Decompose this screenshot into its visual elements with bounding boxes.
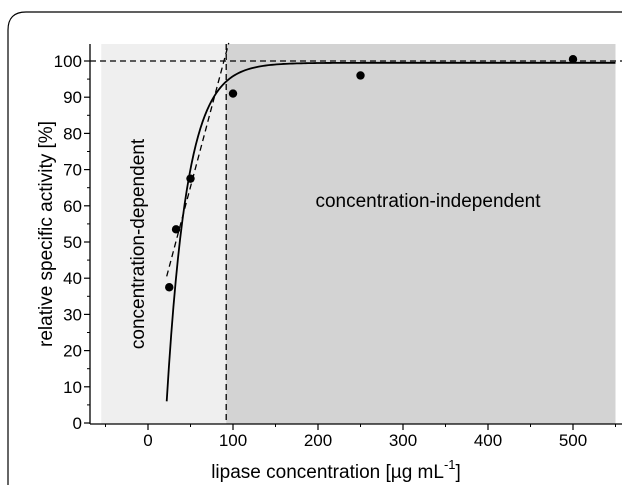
x-axis-label: lipase concentration [µg mL-1] [211,457,461,483]
fit-curve [165,61,616,402]
data-point-5 [356,71,365,80]
axes [84,44,622,430]
y-tick-label: 100 [54,52,82,71]
y-tick-label: 20 [63,342,82,361]
data-point-4 [228,89,238,98]
region-label-concentration-dependent: concentration-dependent [128,138,149,349]
data-point-6 [568,54,578,64]
x-tick-label: 200 [304,431,332,450]
y-tick-label: 40 [63,269,82,288]
y-tick-label: 50 [63,233,82,252]
x-tick-label: 500 [559,431,587,450]
fit-curve-group [165,61,616,402]
region-bg-independent [226,44,616,424]
data-point-2 [171,225,181,234]
reference-lines [90,42,622,424]
y-tick-label: 70 [63,161,82,180]
y-tick-label: 60 [63,197,82,216]
x-axis-label-end: ] [456,462,461,483]
y-tick-label: 0 [73,414,82,433]
data-point-3 [186,174,195,183]
x-axis-label-superscript: -1 [444,457,456,472]
region-backgrounds [101,44,616,424]
region-label-concentration-independent: concentration-independent [315,191,541,212]
y-tick-label: 90 [63,88,82,107]
y-tick-label: 30 [63,305,82,324]
y-axis-label: relative specific activity [%] [36,121,57,347]
x-tick-label: 100 [219,431,247,450]
tick-labels: 0 10 20 30 40 50 60 70 80 90 100 0 100 200 300 400 500 [54,52,588,450]
x-tick-label: 400 [474,431,502,450]
x-tick-label: 300 [389,431,417,450]
tangent-line [166,42,230,277]
region-bg-dependent [101,44,227,424]
y-tick-label: 80 [63,124,82,143]
panel-border [7,11,622,485]
data-points [165,54,578,292]
x-tick-label: 0 [143,431,152,450]
y-tick-label: 10 [63,378,82,397]
x-axis-label-main: lipase concentration [µg mL [211,462,444,483]
data-point-1 [165,283,174,292]
